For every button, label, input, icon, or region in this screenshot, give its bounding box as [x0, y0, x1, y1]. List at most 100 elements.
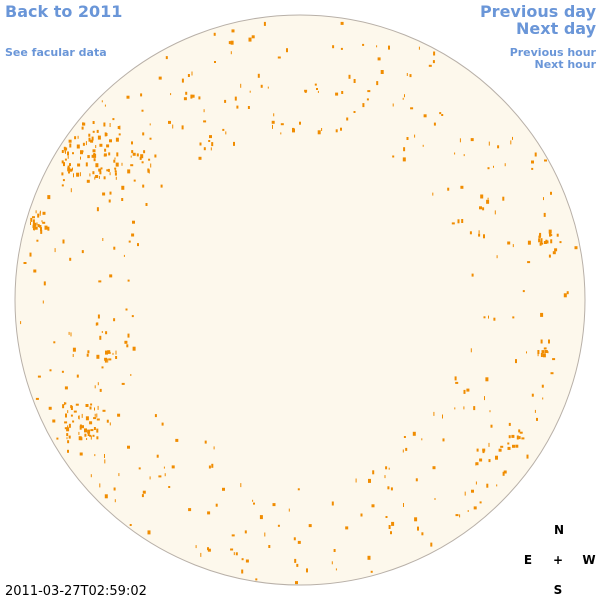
previous-day-link[interactable]: Previous day	[480, 2, 597, 21]
facula	[292, 127, 294, 132]
facula	[531, 393, 534, 397]
facula	[293, 537, 296, 541]
facula	[333, 549, 336, 552]
facula	[469, 231, 472, 235]
facula	[280, 132, 282, 135]
facula	[81, 425, 84, 429]
facula	[230, 51, 232, 55]
facula	[308, 524, 312, 528]
facula	[115, 162, 119, 167]
facula	[132, 346, 136, 351]
facula	[428, 64, 432, 67]
timestamp: 2011-03-27T02:59:02	[5, 584, 147, 599]
facula	[99, 483, 101, 488]
facula	[317, 90, 319, 93]
facula	[418, 46, 420, 50]
facula	[88, 137, 91, 142]
facula	[222, 487, 225, 491]
facula	[527, 240, 531, 245]
facula	[286, 48, 288, 53]
facula	[552, 251, 556, 255]
facula	[92, 130, 95, 133]
facula	[87, 433, 90, 436]
facula	[82, 150, 84, 153]
facula	[99, 388, 102, 392]
facula	[480, 194, 484, 199]
facula	[61, 150, 64, 153]
facula	[541, 384, 544, 388]
facula	[114, 157, 116, 160]
facula	[154, 154, 157, 158]
facula	[104, 132, 107, 137]
facula	[36, 222, 38, 226]
facula	[486, 483, 489, 488]
facula	[127, 333, 130, 338]
facula	[65, 413, 67, 418]
facula	[500, 445, 504, 448]
facula	[121, 382, 125, 385]
facula	[236, 105, 239, 109]
facula	[117, 126, 120, 129]
facula	[103, 176, 106, 180]
facula	[415, 478, 418, 482]
facula	[90, 403, 93, 406]
facula	[451, 222, 455, 225]
facula	[574, 246, 578, 250]
facula	[107, 351, 111, 354]
next-day-link[interactable]: Next day	[516, 19, 597, 38]
facula	[536, 417, 538, 421]
facula	[231, 29, 235, 33]
facula	[130, 164, 134, 167]
facula	[96, 418, 100, 421]
facula	[566, 291, 569, 295]
facula	[540, 312, 544, 317]
facula	[467, 510, 469, 512]
facula	[118, 133, 121, 136]
facula	[94, 407, 95, 411]
facula	[518, 436, 521, 440]
facula	[550, 239, 553, 244]
facula	[73, 173, 74, 178]
facula	[454, 376, 457, 381]
facula	[433, 411, 435, 416]
facula	[102, 192, 106, 196]
facula	[86, 438, 88, 440]
facula	[503, 470, 507, 474]
back-link[interactable]: Back to 2011	[5, 2, 122, 21]
facula	[498, 448, 502, 452]
facula	[96, 428, 99, 433]
previous-hour-link[interactable]: Previous hour	[510, 46, 597, 59]
facula	[138, 467, 141, 470]
facula	[94, 176, 96, 180]
facula	[82, 122, 84, 126]
facula	[93, 153, 97, 158]
facula	[537, 350, 540, 354]
facula	[215, 503, 218, 507]
facula	[103, 154, 106, 157]
facula	[96, 354, 100, 359]
facula	[190, 94, 193, 99]
facular-link[interactable]: See facular data	[5, 46, 107, 59]
facula	[191, 94, 195, 98]
compass-south: S	[554, 583, 563, 597]
facula	[463, 154, 465, 157]
facula	[459, 514, 461, 518]
facula	[502, 196, 505, 201]
facula	[494, 210, 496, 215]
facula	[538, 235, 541, 239]
facula	[388, 525, 391, 529]
facula	[47, 226, 50, 231]
facula	[114, 167, 117, 170]
facula	[414, 517, 418, 522]
facula	[78, 415, 80, 420]
facula	[69, 143, 72, 148]
next-hour-link[interactable]: Next hour	[535, 58, 597, 71]
facula	[156, 454, 159, 458]
facula	[90, 139, 94, 143]
facula	[210, 147, 212, 151]
facula	[109, 172, 111, 176]
facula	[241, 558, 244, 561]
facula	[149, 137, 152, 140]
facula	[252, 499, 254, 502]
facula	[207, 548, 211, 552]
